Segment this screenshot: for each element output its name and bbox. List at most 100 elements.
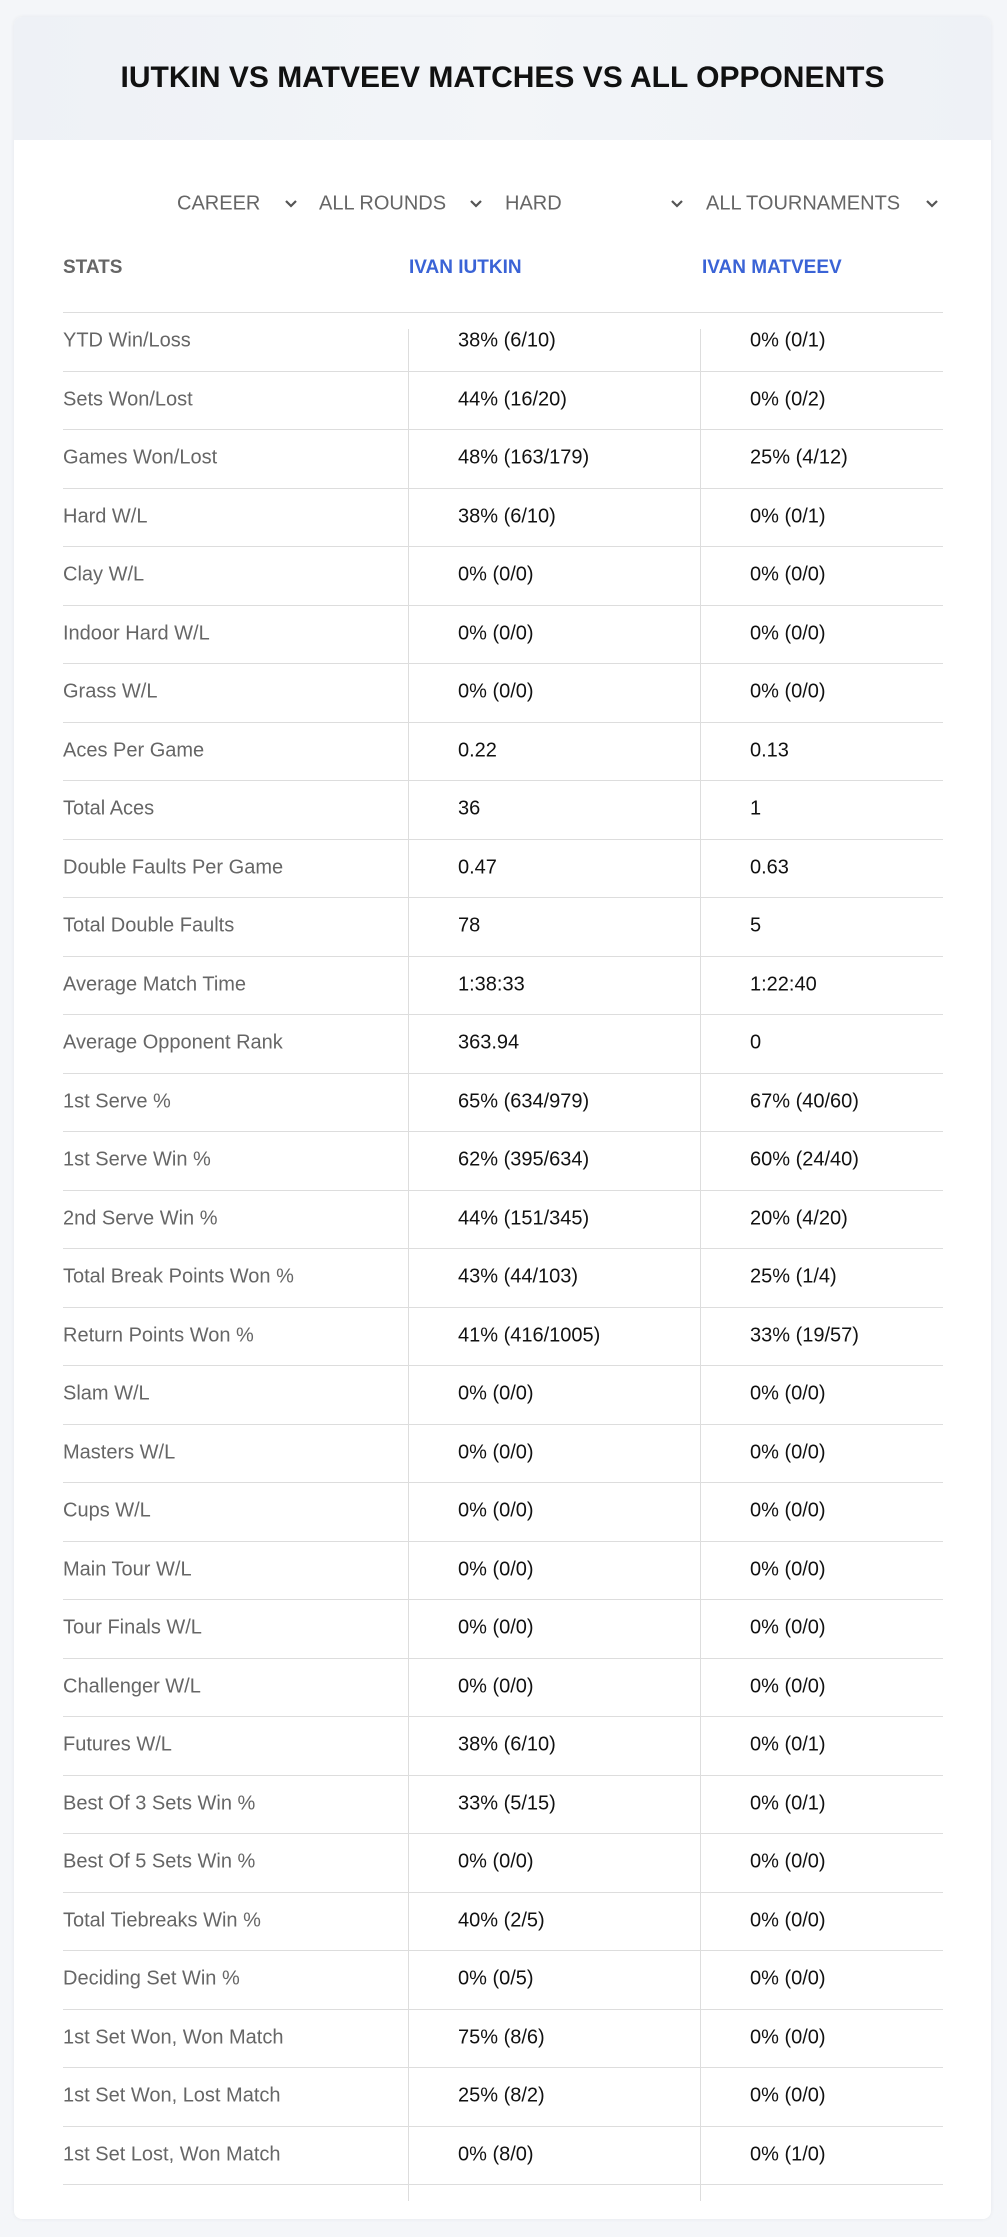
stat-value: 0% (0/0) (458, 1499, 534, 1522)
stat-label: Total Break Points Won % (63, 1265, 294, 1288)
stat-value: 0% (0/0) (458, 1616, 534, 1639)
stat-value: 1:22:40 (750, 973, 817, 996)
row-divider (63, 1658, 943, 1659)
stat-label: Best Of 3 Sets Win % (63, 1792, 256, 1815)
stat-label: Total Tiebreaks Win % (63, 1909, 261, 1932)
stat-label: Average Match Time (63, 973, 247, 996)
row-divider (63, 1131, 943, 1132)
stat-value: 38% (6/10) (458, 329, 556, 352)
header-band: IUTKIN VS MATVEEV MATCHES VS ALL OPPONEN… (14, 17, 991, 140)
stat-value: 5 (750, 914, 762, 937)
row-divider (63, 897, 943, 898)
stat-value: 0% (0/0) (750, 1850, 826, 1873)
row-divider (63, 956, 943, 957)
stat-value: 0.63 (750, 856, 789, 879)
row-divider (63, 1482, 943, 1483)
chevron (671, 200, 683, 208)
stat-label: Aces Per Game (63, 739, 205, 762)
stat-value: 0.47 (458, 856, 497, 879)
chevron (470, 200, 482, 208)
column-divider (700, 329, 701, 2201)
stat-value: 0% (0/2) (750, 388, 826, 411)
filter-label: HARD (505, 192, 562, 215)
stat-label: Sets Won/Lost (63, 388, 193, 411)
stat-value: 44% (151/345) (458, 1207, 590, 1230)
stat-value: 33% (5/15) (458, 1792, 556, 1815)
stat-value: 0% (0/0) (750, 1909, 826, 1932)
stat-value: 41% (416/1005) (458, 1324, 601, 1347)
stat-value: 38% (6/10) (458, 505, 556, 528)
stat-value: 65% (634/979) (458, 1090, 590, 1113)
stat-value: 0% (0/0) (750, 563, 826, 586)
stat-value: 44% (16/20) (458, 388, 567, 411)
stat-value: 0% (0/1) (750, 505, 826, 528)
filter-label: ALL TOURNAMENTS (706, 192, 901, 215)
stat-value: 0% (0/0) (458, 622, 534, 645)
stat-value: 1:38:33 (458, 973, 525, 996)
stat-label: Average Opponent Rank (63, 1031, 283, 1054)
stat-label: Masters W/L (63, 1441, 176, 1464)
stat-label: Slam W/L (63, 1382, 150, 1405)
row-divider (63, 546, 943, 547)
stat-value: 0% (0/0) (458, 680, 534, 703)
row-divider (63, 1248, 943, 1249)
stat-value: 0% (0/1) (750, 329, 826, 352)
stat-label: Hard W/L (63, 505, 148, 528)
row-divider (63, 1833, 943, 1834)
filter-label: CAREER (177, 192, 261, 215)
column-header: IVAN MATVEEV (702, 257, 842, 278)
stat-value: 20% (4/20) (750, 1207, 848, 1230)
column-divider (408, 329, 409, 2201)
stat-value: 60% (24/40) (750, 1148, 859, 1171)
row-divider (63, 2184, 943, 2185)
row-divider (63, 1950, 943, 1951)
stat-value: 0% (0/0) (750, 1967, 826, 1990)
row-divider (63, 312, 943, 313)
stat-label: Games Won/Lost (63, 446, 218, 469)
row-divider (63, 780, 943, 781)
column-header: IVAN IUTKIN (409, 257, 522, 278)
stats-card: IUTKIN VS MATVEEV MATCHES VS ALL OPPONEN… (14, 17, 991, 2219)
stat-value: 1 (750, 797, 762, 820)
row-divider (63, 1307, 943, 1308)
stat-label: Indoor Hard W/L (63, 622, 210, 645)
stat-value: 0% (0/0) (458, 563, 534, 586)
row-divider (63, 2126, 943, 2127)
stat-value: 0% (8/0) (458, 2143, 534, 2166)
stat-value: 25% (1/4) (750, 1265, 837, 1288)
row-divider (63, 2067, 943, 2068)
row-divider (63, 429, 943, 430)
stat-value: 0.22 (458, 739, 497, 762)
stat-value: 38% (6/10) (458, 1733, 556, 1756)
column-header: STATS (63, 257, 123, 278)
stat-value: 48% (163/179) (458, 446, 590, 469)
stat-value: 0% (0/0) (458, 1850, 534, 1873)
chevron (926, 200, 938, 208)
stat-value: 0% (0/1) (750, 1733, 826, 1756)
row-divider (63, 1541, 943, 1542)
row-divider (63, 839, 943, 840)
stat-value: 0% (0/0) (750, 1441, 826, 1464)
stat-label: Grass W/L (63, 680, 158, 703)
stat-value: 0% (0/0) (750, 1675, 826, 1698)
chevron (285, 200, 297, 208)
title: IUTKIN VS MATVEEV MATCHES VS ALL OPPONEN… (120, 61, 885, 94)
row-divider (63, 1190, 943, 1191)
stat-label: 1st Set Won, Won Match (63, 2026, 284, 2049)
stat-value: 0% (0/0) (750, 680, 826, 703)
stat-label: 1st Set Lost, Won Match (63, 2143, 281, 2166)
stat-value: 78 (458, 914, 481, 937)
stat-value: 0% (0/5) (458, 1967, 534, 1990)
row-divider (63, 722, 943, 723)
stat-label: Double Faults Per Game (63, 856, 284, 879)
stat-label: Return Points Won % (63, 1324, 254, 1347)
stat-value: 0% (0/0) (750, 2084, 826, 2107)
stat-value: 0.13 (750, 739, 789, 762)
stat-value: 0% (0/0) (458, 1675, 534, 1698)
row-divider (63, 663, 943, 664)
stat-label: 1st Set Won, Lost Match (63, 2084, 281, 2107)
row-divider (63, 2009, 943, 2010)
stat-value: 33% (19/57) (750, 1324, 859, 1347)
stat-value: 0% (0/0) (458, 1441, 534, 1464)
